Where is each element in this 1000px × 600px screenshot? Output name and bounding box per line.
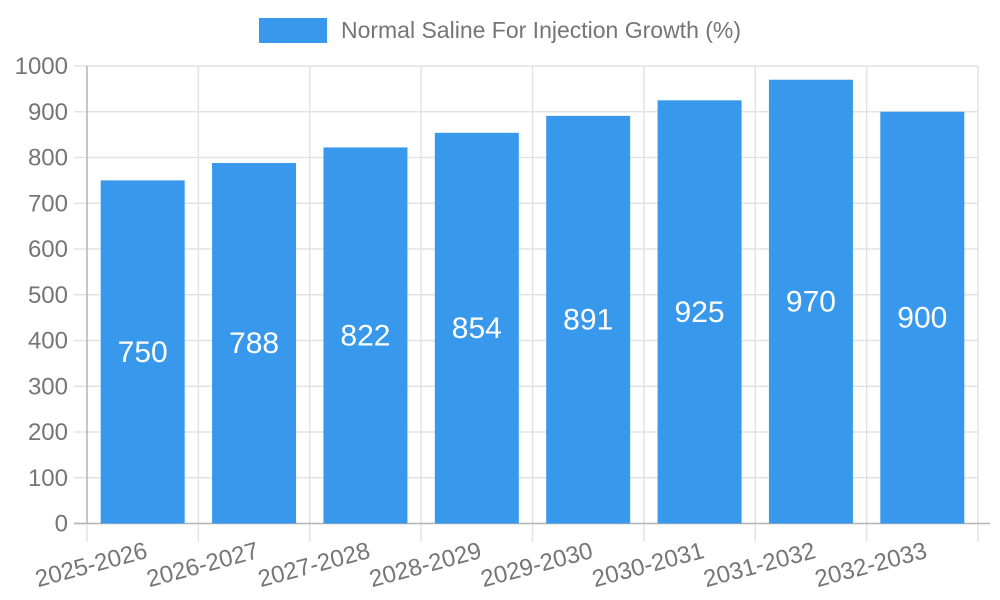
bar-value-label: 900 [897, 302, 947, 335]
bar-value-label: 750 [118, 336, 168, 369]
bar-value-label: 788 [229, 327, 279, 360]
bar-2027-2028[interactable] [323, 147, 408, 524]
bar-2030-2031[interactable] [657, 100, 742, 524]
y-axis-tick-label: 0 [55, 511, 68, 538]
y-axis-tick-label: 1000 [15, 53, 68, 80]
bar-value-label: 970 [786, 286, 836, 319]
chart-legend: Normal Saline For Injection Growth (%) [0, 17, 1000, 44]
y-axis-tick-label: 400 [28, 328, 68, 355]
y-axis-tick-label: 200 [28, 419, 68, 446]
y-axis-tick-label: 100 [28, 465, 68, 492]
legend-swatch-icon [258, 18, 327, 43]
y-axis-tick-label: 600 [28, 236, 68, 263]
bar-2026-2027[interactable] [212, 162, 297, 524]
x-axis-tick-label: 2030-2031 [589, 537, 707, 593]
bar-value-label: 822 [340, 319, 390, 352]
y-axis-tick-label: 900 [28, 99, 68, 126]
bar-2031-2032[interactable] [768, 79, 853, 524]
x-axis-tick-label: 2027-2028 [255, 537, 373, 593]
y-axis-tick-label: 800 [28, 145, 68, 172]
y-axis-tick-label: 500 [28, 282, 68, 309]
y-axis-tick-label: 700 [28, 190, 68, 217]
x-axis-tick-label: 2026-2027 [144, 537, 262, 593]
bar-2032-2033[interactable] [880, 111, 965, 524]
y-axis-tick-label: 300 [28, 373, 68, 400]
bar-2029-2030[interactable] [546, 115, 631, 524]
x-axis-tick-label: 2029-2030 [478, 537, 596, 593]
legend-label: Normal Saline For Injection Growth (%) [340, 17, 742, 43]
bar-value-label: 891 [563, 304, 613, 337]
legend-item[interactable]: Normal Saline For Injection Growth (%) [258, 17, 742, 44]
x-axis-tick-label: 2032-2033 [812, 537, 930, 593]
bar-value-label: 854 [452, 312, 502, 345]
bar-2025-2026[interactable] [100, 180, 185, 524]
x-axis-tick-label: 2028-2029 [367, 537, 485, 593]
x-axis-tick-label: 2025-2026 [32, 537, 150, 593]
bar-2028-2029[interactable] [434, 132, 519, 524]
bar-value-label: 925 [675, 296, 725, 329]
x-axis-tick-label: 2031-2032 [701, 537, 819, 593]
